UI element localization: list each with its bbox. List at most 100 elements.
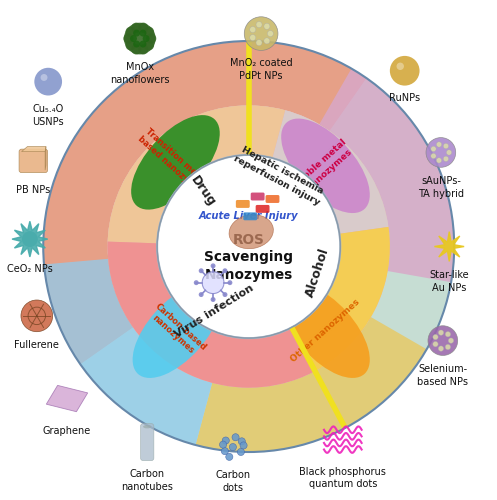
Text: RuNPs: RuNPs (389, 93, 420, 103)
Circle shape (244, 17, 278, 50)
Circle shape (143, 35, 150, 42)
Ellipse shape (133, 284, 221, 378)
Circle shape (446, 150, 452, 155)
Text: ROS
Scavenging
Nanozymes: ROS Scavenging Nanozymes (204, 232, 293, 282)
FancyBboxPatch shape (250, 192, 264, 200)
Circle shape (211, 297, 216, 302)
Circle shape (238, 448, 245, 456)
Wedge shape (292, 227, 390, 371)
Circle shape (123, 34, 134, 43)
Circle shape (238, 438, 246, 445)
Circle shape (443, 144, 449, 148)
Circle shape (221, 448, 229, 454)
Polygon shape (434, 232, 464, 262)
Text: Noble metal
nanozymes: Noble metal nanozymes (296, 138, 355, 194)
Text: Other nanozymes: Other nanozymes (289, 298, 362, 364)
Wedge shape (108, 106, 390, 388)
FancyBboxPatch shape (244, 212, 257, 220)
Polygon shape (45, 146, 46, 170)
Wedge shape (195, 317, 427, 452)
Circle shape (21, 300, 53, 332)
Ellipse shape (131, 115, 220, 210)
Circle shape (194, 280, 199, 285)
Text: Selenium-
based NPs: Selenium- based NPs (417, 364, 468, 387)
Text: Acute Liver Injury: Acute Liver Injury (199, 211, 299, 221)
Circle shape (431, 154, 436, 158)
Circle shape (256, 40, 262, 46)
Circle shape (438, 330, 444, 336)
Circle shape (445, 332, 451, 337)
Wedge shape (108, 242, 315, 388)
Text: CeO₂ NPs: CeO₂ NPs (7, 264, 53, 274)
Circle shape (157, 155, 340, 338)
Circle shape (146, 34, 156, 43)
Circle shape (223, 292, 228, 297)
Circle shape (220, 441, 227, 448)
Circle shape (226, 454, 233, 460)
Circle shape (438, 346, 444, 351)
Circle shape (130, 35, 137, 42)
Circle shape (256, 22, 262, 28)
Circle shape (445, 344, 451, 350)
Circle shape (34, 68, 62, 96)
Circle shape (131, 44, 141, 54)
Circle shape (390, 56, 419, 86)
Circle shape (144, 27, 154, 37)
Circle shape (426, 138, 456, 168)
Ellipse shape (229, 214, 273, 248)
Circle shape (199, 268, 204, 273)
Circle shape (397, 62, 404, 70)
Text: Star-like
Au NPs: Star-like Au NPs (429, 270, 469, 292)
Polygon shape (46, 386, 87, 411)
FancyBboxPatch shape (141, 424, 154, 461)
Circle shape (126, 40, 136, 50)
Circle shape (133, 40, 140, 48)
Text: Alcohol: Alcohol (303, 246, 331, 299)
Circle shape (223, 268, 228, 273)
Wedge shape (108, 106, 285, 244)
Text: Cu₅.₄O
USNPs: Cu₅.₄O USNPs (32, 104, 64, 127)
Circle shape (124, 22, 156, 54)
Circle shape (22, 231, 38, 247)
Wedge shape (272, 110, 389, 234)
Text: Graphene: Graphene (43, 426, 91, 436)
Circle shape (428, 326, 458, 356)
Circle shape (222, 437, 229, 444)
Wedge shape (330, 78, 454, 246)
Ellipse shape (281, 284, 370, 378)
Circle shape (448, 338, 454, 344)
Circle shape (211, 264, 216, 268)
Circle shape (431, 146, 436, 152)
FancyBboxPatch shape (265, 195, 279, 203)
Circle shape (138, 22, 149, 33)
Circle shape (140, 30, 147, 36)
Text: Carbon-based
nanozymes: Carbon-based nanozymes (146, 302, 208, 360)
Polygon shape (21, 146, 46, 152)
Circle shape (249, 34, 256, 40)
Text: sAuNPs-
TA hybrid: sAuNPs- TA hybrid (418, 176, 464, 199)
Circle shape (436, 158, 442, 163)
Text: Transition metal-
based nanozymes: Transition metal- based nanozymes (136, 126, 211, 197)
Polygon shape (12, 222, 48, 257)
Text: Black phosphorus
quantum dots: Black phosphorus quantum dots (299, 467, 386, 489)
Circle shape (240, 442, 247, 449)
Circle shape (264, 38, 270, 44)
Circle shape (249, 26, 256, 32)
Circle shape (264, 24, 270, 30)
Wedge shape (81, 246, 454, 452)
Ellipse shape (143, 425, 152, 428)
Circle shape (229, 444, 237, 450)
Circle shape (126, 27, 136, 37)
FancyBboxPatch shape (255, 205, 269, 213)
Circle shape (41, 74, 48, 81)
Text: PB NPs: PB NPs (16, 184, 51, 194)
Circle shape (43, 41, 454, 452)
Wedge shape (319, 68, 454, 282)
Wedge shape (44, 259, 212, 445)
Circle shape (140, 40, 147, 48)
Text: MnO₂ coated
PdPt NPs: MnO₂ coated PdPt NPs (230, 58, 292, 81)
Circle shape (267, 30, 273, 36)
Circle shape (443, 156, 449, 162)
Text: Carbon
dots: Carbon dots (215, 470, 250, 492)
FancyBboxPatch shape (236, 200, 249, 208)
